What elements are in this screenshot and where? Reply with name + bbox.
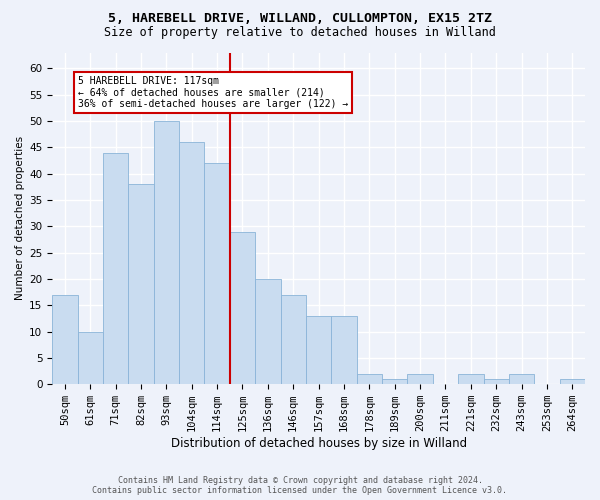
Bar	[458, 374, 484, 384]
Bar	[230, 232, 255, 384]
Bar	[77, 332, 103, 384]
Bar	[179, 142, 205, 384]
Bar	[484, 379, 509, 384]
Bar	[52, 294, 77, 384]
Bar	[255, 279, 281, 384]
Y-axis label: Number of detached properties: Number of detached properties	[15, 136, 25, 300]
Bar	[382, 379, 407, 384]
Text: Contains HM Land Registry data © Crown copyright and database right 2024.
Contai: Contains HM Land Registry data © Crown c…	[92, 476, 508, 495]
Text: 5, HAREBELL DRIVE, WILLAND, CULLOMPTON, EX15 2TZ: 5, HAREBELL DRIVE, WILLAND, CULLOMPTON, …	[108, 12, 492, 26]
Bar	[509, 374, 534, 384]
X-axis label: Distribution of detached houses by size in Willand: Distribution of detached houses by size …	[170, 437, 467, 450]
Bar	[128, 184, 154, 384]
Text: 5 HAREBELL DRIVE: 117sqm
← 64% of detached houses are smaller (214)
36% of semi-: 5 HAREBELL DRIVE: 117sqm ← 64% of detach…	[77, 76, 348, 110]
Bar	[205, 163, 230, 384]
Bar	[356, 374, 382, 384]
Bar	[103, 152, 128, 384]
Bar	[331, 316, 356, 384]
Bar	[154, 121, 179, 384]
Bar	[281, 294, 306, 384]
Bar	[560, 379, 585, 384]
Text: Size of property relative to detached houses in Willand: Size of property relative to detached ho…	[104, 26, 496, 39]
Bar	[306, 316, 331, 384]
Bar	[407, 374, 433, 384]
